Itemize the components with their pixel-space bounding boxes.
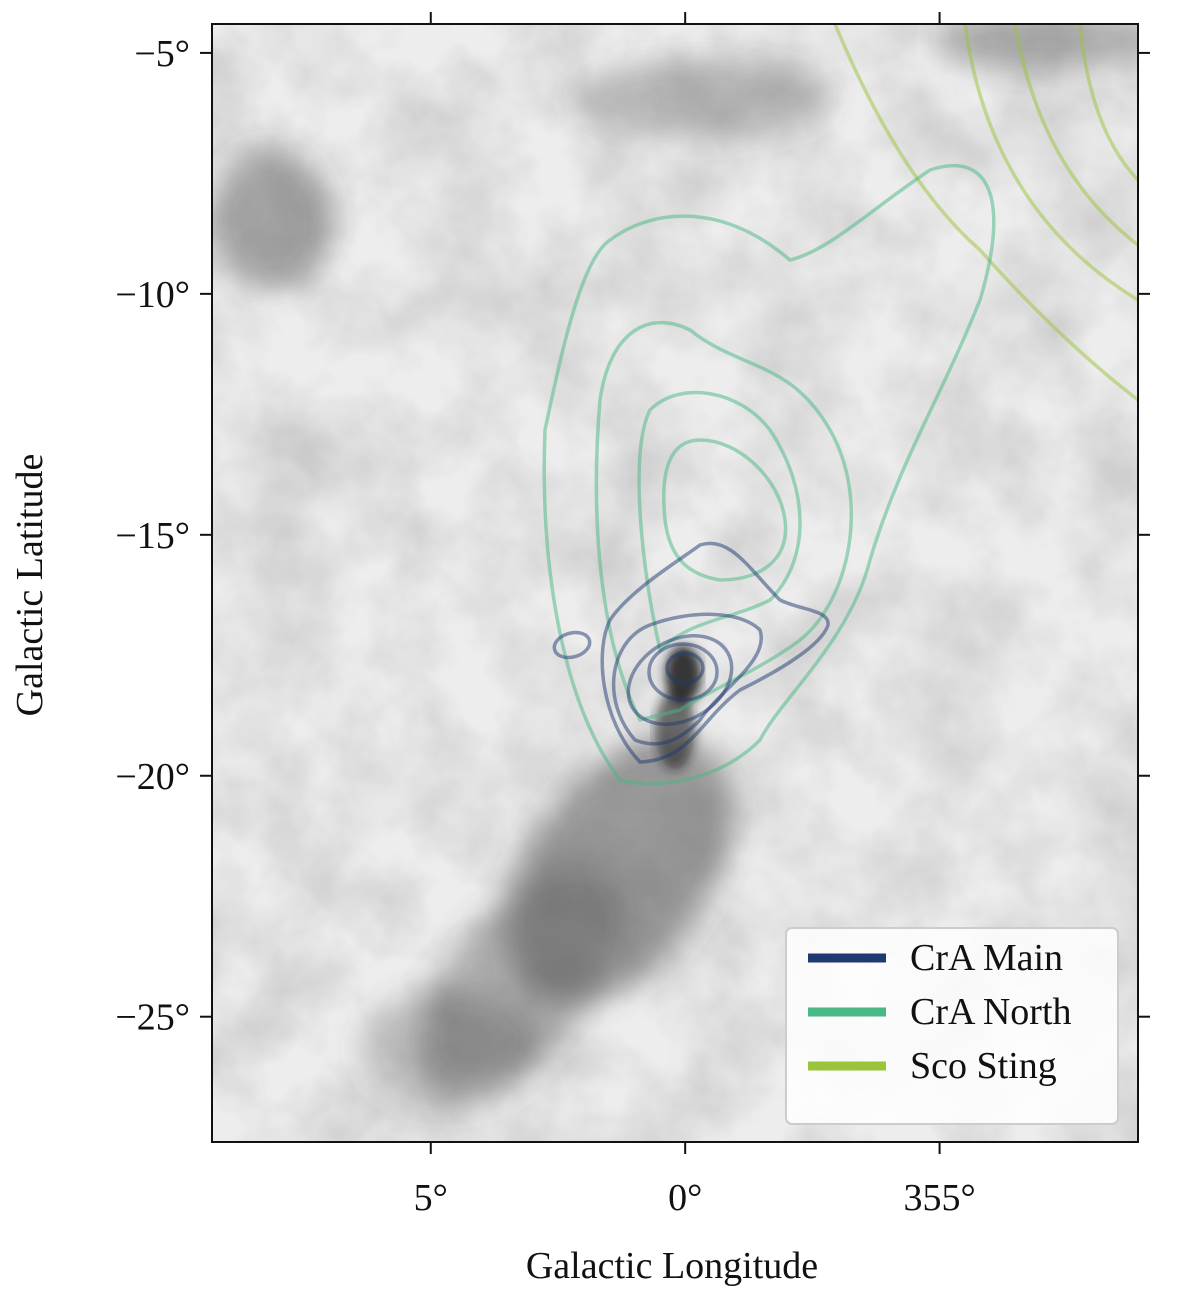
cra-main-contours <box>552 541 830 764</box>
x-tick-label: 5° <box>414 1177 448 1219</box>
legend: CrA Main CrA North Sco Sting <box>785 927 1119 1125</box>
dust-map <box>212 24 1138 1142</box>
x-tick-label: 355° <box>903 1177 975 1219</box>
x-axis-label: Galactic Longitude <box>526 1245 818 1287</box>
y-axis-label: Galactic Latitude <box>9 454 51 717</box>
plot-frame <box>211 23 1139 1143</box>
legend-label: CrA Main <box>910 937 1063 979</box>
y-tick-label: −15° <box>115 515 190 557</box>
y-tick-label: −10° <box>115 274 190 316</box>
y-tick-label: −20° <box>115 756 190 798</box>
y-tick-label: −25° <box>115 997 190 1039</box>
y-tick-label: −5° <box>134 33 190 75</box>
cra-north-contours <box>542 163 996 786</box>
legend-label: CrA North <box>910 991 1072 1033</box>
legend-box <box>785 927 1119 1125</box>
legend-label: Sco Sting <box>910 1045 1057 1087</box>
x-tick-label: 0° <box>668 1177 702 1219</box>
sco-sting-contours <box>833 24 1138 402</box>
